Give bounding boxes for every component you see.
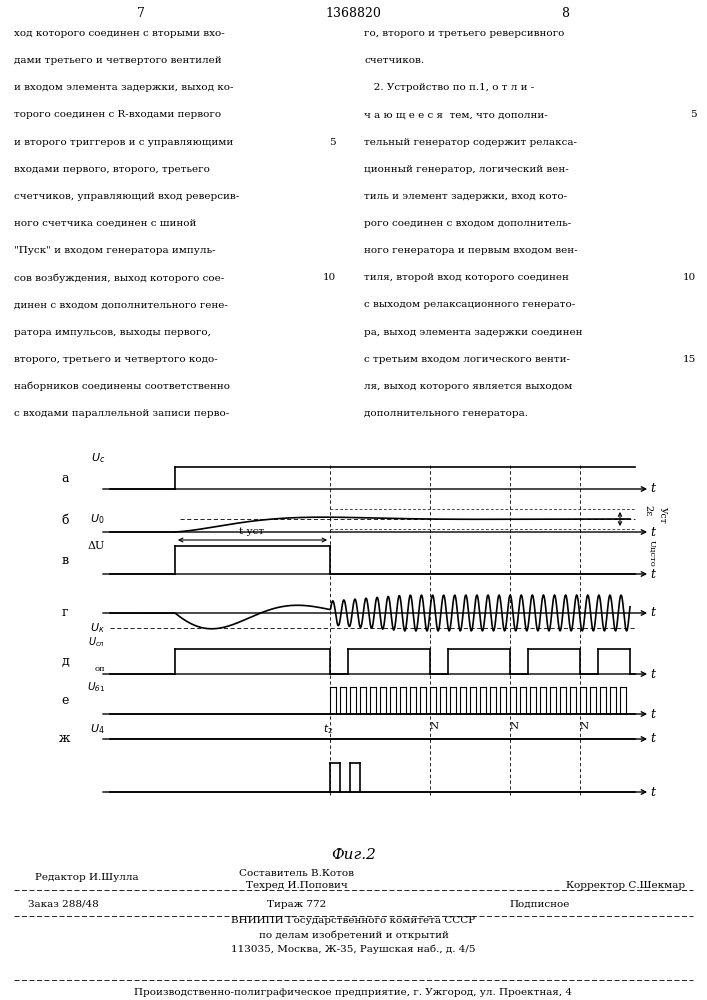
Text: $U_к$: $U_к$ <box>90 621 105 635</box>
Text: ч а ю щ е е с я  тем, что дополни-: ч а ю щ е е с я тем, что дополни- <box>364 110 548 119</box>
Text: "Пуск" и входом генератора импуль-: "Пуск" и входом генератора импуль- <box>14 246 216 255</box>
Text: и второго триггеров и с управляющими: и второго триггеров и с управляющими <box>14 138 233 147</box>
Text: ход которого соединен с вторыми вхо-: ход которого соединен с вторыми вхо- <box>14 29 225 38</box>
Text: ля, выход которого является выходом: ля, выход которого является выходом <box>364 382 573 391</box>
Text: t: t <box>650 568 655 580</box>
Text: 8: 8 <box>561 7 570 20</box>
Text: динен с входом дополнительного гене-: динен с входом дополнительного гене- <box>14 300 228 309</box>
Text: ВНИИПИ Государственного комитета СССР: ВНИИПИ Государственного комитета СССР <box>231 916 476 925</box>
Text: Подписное: Подписное <box>509 900 569 909</box>
Text: наборников соединены соответственно: наборников соединены соответственно <box>14 382 230 391</box>
Text: $t_2$: $t_2$ <box>323 722 333 736</box>
Text: тельный генератор содержит релакса-: тельный генератор содержит релакса- <box>364 138 577 147</box>
Text: го, второго и третьего реверсивного: го, второго и третьего реверсивного <box>364 29 564 38</box>
Text: Техред И.Попович: Техред И.Попович <box>246 881 348 890</box>
Text: ного счетчика соединен с шиной: ного счетчика соединен с шиной <box>14 219 197 228</box>
Text: в: в <box>62 554 69 568</box>
Text: t: t <box>650 708 655 720</box>
Text: N: N <box>510 722 518 731</box>
Text: счетчиков, управляющий вход реверсив-: счетчиков, управляющий вход реверсив- <box>14 192 240 201</box>
Text: сов возбуждения, выход которого сое-: сов возбуждения, выход которого сое- <box>14 273 224 283</box>
Text: Корректор С.Шекмар: Корректор С.Шекмар <box>566 881 684 890</box>
Text: второго, третьего и четвертого кодо-: второго, третьего и четвертого кодо- <box>14 355 218 364</box>
Text: Составитель В.Котов: Составитель В.Котов <box>240 869 354 878</box>
Text: 1368820: 1368820 <box>325 7 382 20</box>
Text: тиль и элемент задержки, вход кото-: тиль и элемент задержки, вход кото- <box>364 192 567 201</box>
Text: г: г <box>62 606 69 619</box>
Text: Производственно-полиграфическое предприятие, г. Ужгород, ул. Проектная, 4: Производственно-полиграфическое предприя… <box>134 988 573 997</box>
Text: t: t <box>650 606 655 619</box>
Text: 5: 5 <box>329 138 336 147</box>
Text: N: N <box>580 722 588 731</box>
Text: t: t <box>650 483 655 495</box>
Text: ного генератора и первым входом вен-: ного генератора и первым входом вен- <box>364 246 578 255</box>
Text: 15: 15 <box>683 355 696 364</box>
Text: $U_4$: $U_4$ <box>90 722 105 736</box>
Text: входами первого, второго, третьего: входами первого, второго, третьего <box>14 165 210 174</box>
Text: по делам изобретений и открытий: по делам изобретений и открытий <box>259 930 448 940</box>
Text: $U_{сл}$: $U_{сл}$ <box>88 635 105 649</box>
Text: тиля, второй вход которого соединен: тиля, второй вход которого соединен <box>364 273 569 282</box>
Text: ционный генератор, логический вен-: ционный генератор, логический вен- <box>364 165 569 174</box>
Text: е: е <box>62 694 69 708</box>
Text: с третьим входом логического венти-: с третьим входом логического венти- <box>364 355 570 364</box>
Text: 2. Устройство по п.1, о т л и -: 2. Устройство по п.1, о т л и - <box>364 83 534 92</box>
Text: t: t <box>650 786 655 798</box>
Text: Уст: Уст <box>658 507 667 523</box>
Text: t: t <box>650 668 655 680</box>
Text: торого соединен с R-входами первого: торого соединен с R-входами первого <box>14 110 221 119</box>
Text: t: t <box>650 732 655 746</box>
Text: ж: ж <box>59 732 71 746</box>
Text: $U_0$: $U_0$ <box>90 512 105 526</box>
Text: $U_{б1}$: $U_{б1}$ <box>87 680 105 694</box>
Text: Тираж 772: Тираж 772 <box>267 900 327 909</box>
Text: дополнительного генератора.: дополнительного генератора. <box>364 409 528 418</box>
Text: оп: оп <box>94 665 105 673</box>
Text: с входами параллельной записи перво-: с входами параллельной записи перво- <box>14 409 229 418</box>
Text: ратора импульсов, выходы первого,: ратора импульсов, выходы первого, <box>14 328 211 337</box>
Text: дами третьего и четвертого вентилей: дами третьего и четвертого вентилей <box>14 56 222 65</box>
Text: б: б <box>62 514 69 528</box>
Text: 10: 10 <box>683 273 696 282</box>
Text: д: д <box>61 654 69 668</box>
Text: Редактор И.Шулла: Редактор И.Шулла <box>35 873 139 882</box>
Text: ра, выход элемента задержки соединен: ра, выход элемента задержки соединен <box>364 328 583 337</box>
Text: а: а <box>62 473 69 486</box>
Text: 7: 7 <box>137 7 146 20</box>
Text: ΔU: ΔU <box>88 541 105 551</box>
Text: $U_c$: $U_c$ <box>90 451 105 465</box>
Text: и входом элемента задержки, выход ко-: и входом элемента задержки, выход ко- <box>14 83 233 92</box>
Text: 10: 10 <box>322 273 336 282</box>
Text: 2ε: 2ε <box>643 505 653 517</box>
Text: с выходом релаксационного генерато-: с выходом релаксационного генерато- <box>364 300 575 309</box>
Text: счетчиков.: счетчиков. <box>364 56 424 65</box>
Text: 113035, Москва, Ж-35, Раушская наб., д. 4/5: 113035, Москва, Ж-35, Раушская наб., д. … <box>231 945 476 954</box>
Text: рого соединен с входом дополнитель-: рого соединен с входом дополнитель- <box>364 219 571 228</box>
Text: t: t <box>650 526 655 538</box>
Text: 5: 5 <box>690 110 696 119</box>
Text: Uцсто: Uцсто <box>648 540 656 566</box>
Text: t уст: t уст <box>240 527 264 536</box>
Text: Фиг.2: Фиг.2 <box>331 848 376 862</box>
Text: N: N <box>429 722 438 731</box>
Text: Заказ 288/48: Заказ 288/48 <box>28 900 99 909</box>
